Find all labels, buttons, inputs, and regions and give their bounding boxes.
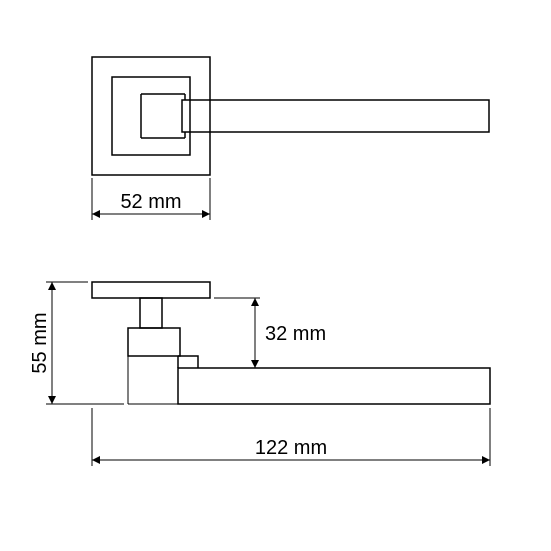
neck <box>140 298 162 328</box>
rose-outer <box>92 57 210 175</box>
dim-32mm <box>202 298 260 368</box>
step <box>178 356 198 368</box>
dim-55mm <box>46 282 124 404</box>
rose-plate <box>92 282 210 298</box>
dim-122mm-label: 122 mm <box>255 437 327 459</box>
dim-55mm-label: 55 mm <box>29 312 51 373</box>
rose-inner <box>112 77 190 155</box>
technical-drawing: 52 mm 55 mm 32 mm 122 mm <box>0 0 551 551</box>
handle-bar-top <box>182 100 489 132</box>
handle-bar-side <box>178 368 490 404</box>
dim-32mm-label: 32 mm <box>265 323 326 345</box>
top-view <box>92 57 489 175</box>
grip-top <box>128 328 180 356</box>
dim-52mm-label: 52 mm <box>120 191 181 213</box>
